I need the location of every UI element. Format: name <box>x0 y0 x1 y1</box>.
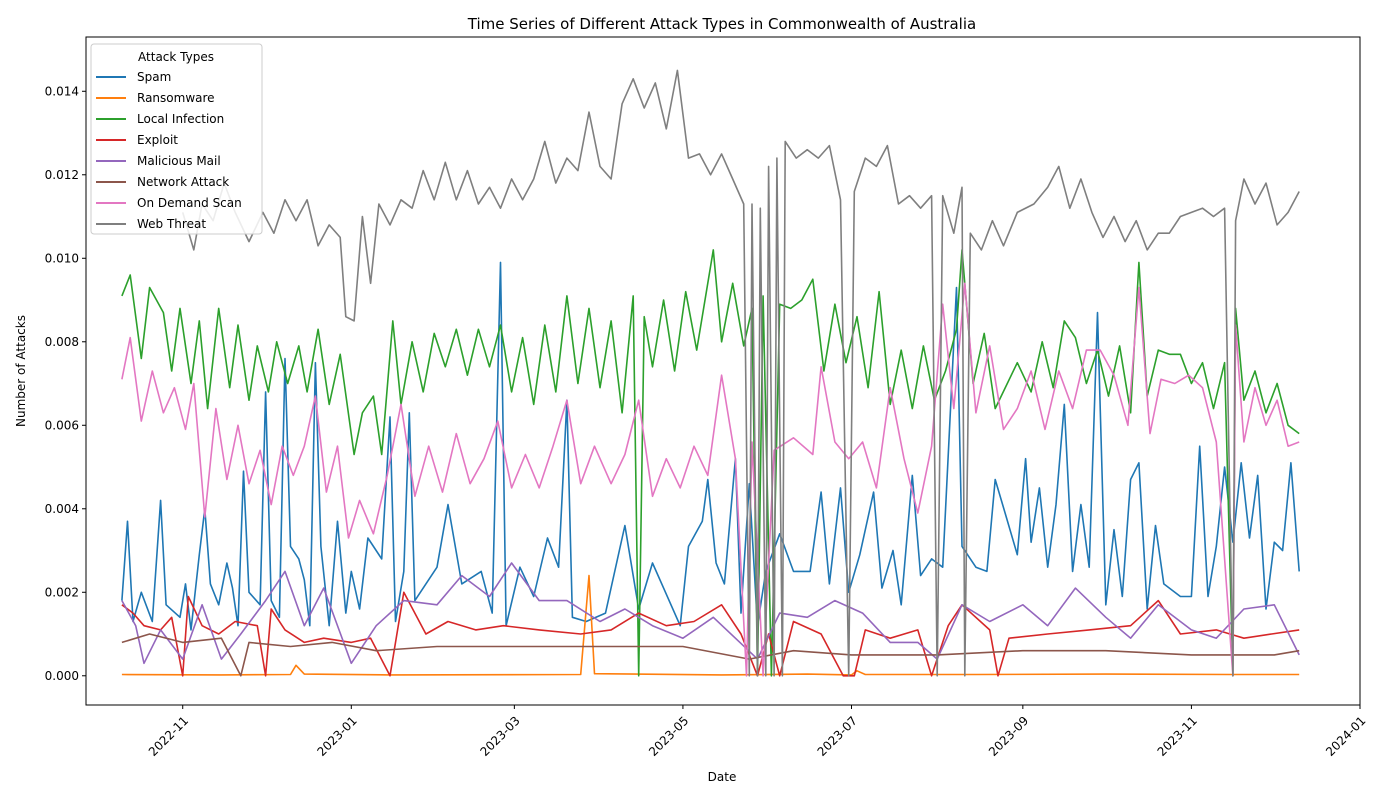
legend-label: Spam <box>137 70 171 84</box>
legend: Attack Types Spam Ransomware Local Infecti… <box>90 43 263 235</box>
legend-title: Attack Types <box>138 50 214 64</box>
x-axis-label: Date <box>708 770 737 784</box>
series-line-malicious-mail <box>121 562 1300 665</box>
y-tick-label: 0.014 <box>45 84 79 98</box>
y-tick-label: 0.004 <box>45 502 79 516</box>
y-axis: 0.000 0.002 0.004 0.006 0.008 0.010 0.012 0.014 <box>45 84 86 683</box>
x-axis: 2022-11 2023-01 2023-03 2023-05 2023-07 2023-… <box>146 705 1368 759</box>
y-axis-label: Number of Attacks <box>14 315 28 427</box>
x-tick-label: 2023-07 <box>815 714 860 759</box>
y-tick-label: 0.010 <box>45 251 79 265</box>
y-tick-label: 0.002 <box>45 585 79 599</box>
legend-label: On Demand Scan <box>137 196 242 210</box>
chart-title: Time Series of Different Attack Types in… <box>467 15 976 33</box>
y-tick-label: 0.000 <box>45 669 79 683</box>
legend-items: Spam Ransomware Local Infection Exploit Mali… <box>96 70 242 231</box>
y-tick-label: 0.012 <box>45 168 79 182</box>
x-tick-label: 2023-09 <box>986 714 1031 759</box>
legend-label: Ransomware <box>137 91 215 105</box>
y-tick-label: 0.006 <box>45 418 79 432</box>
series-line-on-demand-scan <box>121 282 1300 677</box>
x-tick-label: 2023-01 <box>314 714 359 759</box>
x-tick-label: 2024-01 <box>1323 714 1368 759</box>
series-line-spam <box>121 261 1300 631</box>
series-line-local-infection <box>121 249 1300 677</box>
series-layer <box>121 69 1300 677</box>
series-line-web-threat <box>181 69 1300 677</box>
x-tick-label: 2023-11 <box>1155 714 1200 759</box>
legend-label: Network Attack <box>137 175 229 189</box>
legend-label: Exploit <box>137 133 178 147</box>
legend-label: Local Infection <box>137 112 224 126</box>
legend-box <box>90 43 263 235</box>
series-line-exploit <box>121 591 1300 677</box>
series-line-network-attack <box>121 633 1300 677</box>
legend-label: Malicious Mail <box>137 154 221 168</box>
legend-label: Web Threat <box>137 217 206 231</box>
y-tick-label: 0.008 <box>45 335 79 349</box>
x-tick-label: 2023-05 <box>646 714 691 759</box>
x-tick-label: 2023-03 <box>477 714 522 759</box>
x-tick-label: 2022-11 <box>146 714 191 759</box>
plot-frame <box>85 36 1361 706</box>
